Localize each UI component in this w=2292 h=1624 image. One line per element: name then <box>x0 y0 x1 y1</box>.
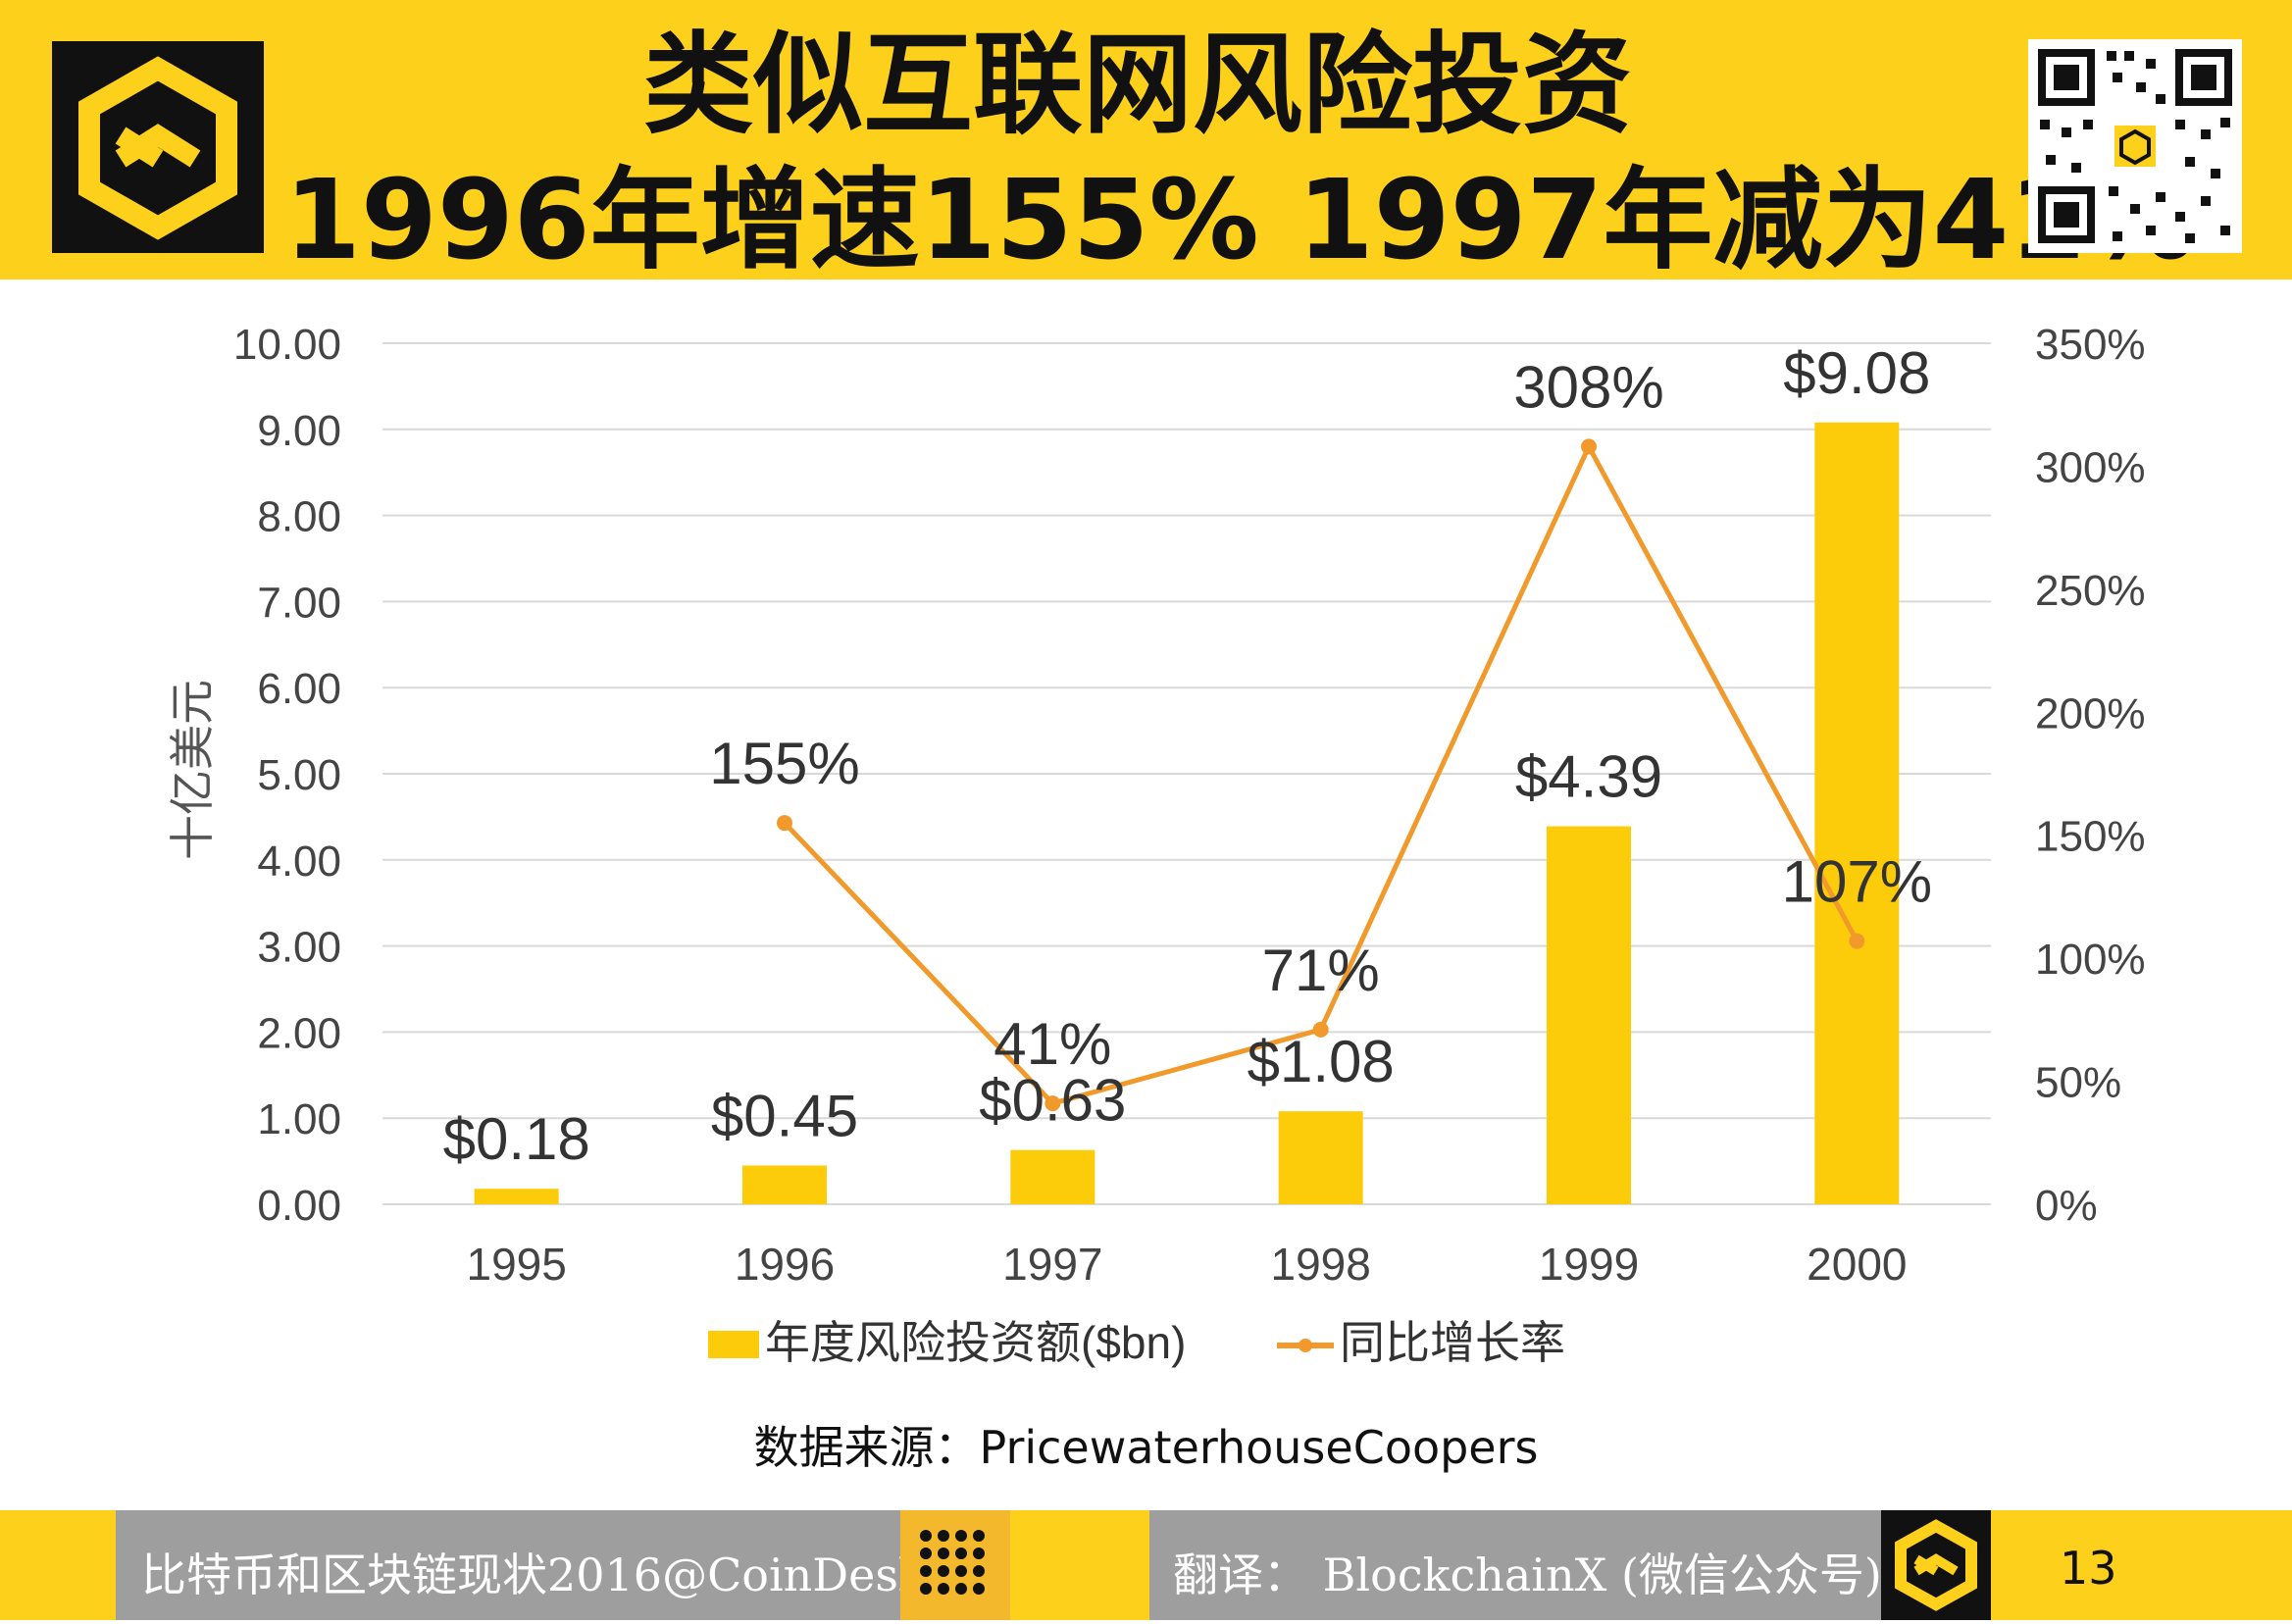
x-tick-label: 1999 <box>1539 1239 1639 1290</box>
y-tick-label: 1.00 <box>257 1095 341 1143</box>
x-tick-label: 1998 <box>1270 1239 1370 1290</box>
x-tick-label: 1995 <box>466 1239 566 1290</box>
legend-bar-swatch <box>708 1331 759 1358</box>
y2-tick-label: 250% <box>2035 567 2146 615</box>
title-line-2: 1996年增速155% 1997年减为41% <box>284 157 2196 284</box>
y-axis-right: 0% 50% 100% 150% 200% 250% 300% 350% <box>2035 321 2146 1230</box>
source-label: 数据来源： <box>753 1421 980 1474</box>
venture-investment-chart: 0.00 1.00 2.00 3.00 4.00 5.00 6.00 7.00 8.00 9.00… <box>167 321 2146 1368</box>
bar <box>474 1189 559 1204</box>
y-tick-label: 0.00 <box>257 1182 341 1230</box>
bar-value-label: $1.08 <box>1248 1029 1395 1094</box>
y2-tick-label: 300% <box>2035 443 2146 491</box>
legend-line-label: 同比增长率 <box>1340 1317 1565 1368</box>
blockchainx-logo-icon <box>1881 1510 1991 1620</box>
footer-mid-panel <box>1149 1510 1881 1620</box>
footer-credit: 比特币和区块链现状2016@CoinDesk <box>141 1548 926 1601</box>
gridlines <box>382 342 1991 1205</box>
line-point <box>1581 438 1597 455</box>
bar-value-label: $0.63 <box>979 1068 1126 1134</box>
y2-tick-label: 350% <box>2035 321 2146 369</box>
header-banner <box>0 0 2292 279</box>
bar-value-label: $0.45 <box>711 1083 858 1148</box>
line-point <box>1849 933 1865 949</box>
dot-grid-icon <box>900 1510 1010 1620</box>
bar-series <box>474 422 1900 1204</box>
y-axis-left: 0.00 1.00 2.00 3.00 4.00 5.00 6.00 7.00 8.00 9.00… <box>233 321 341 1230</box>
y-tick-label: 7.00 <box>257 579 341 627</box>
x-tick-label: 2000 <box>1807 1239 1907 1290</box>
bar-value-label: $0.18 <box>443 1106 590 1172</box>
y-tick-label: 6.00 <box>257 665 341 713</box>
legend-line-marker <box>1299 1339 1312 1352</box>
y2-tick-label: 50% <box>2035 1059 2121 1107</box>
footer-left-panel <box>116 1510 900 1620</box>
line-point <box>1044 1095 1061 1112</box>
footer-translator: 翻译： BlockchainX (微信公众号) <box>1173 1548 1882 1601</box>
data-labels: $0.18 $0.45 $0.63 $1.08 $4.39 $9.08 155% 41% 71%… <box>443 340 1932 1172</box>
bar <box>1814 422 1900 1204</box>
line-point <box>777 815 792 832</box>
legend: 年度风险投资额($bn) 同比增长率 <box>708 1317 1565 1368</box>
growth-value-label: 155% <box>709 731 859 796</box>
bar <box>742 1165 827 1204</box>
y-tick-label: 10.00 <box>233 321 341 369</box>
y2-tick-label: 150% <box>2035 813 2146 861</box>
bar <box>1547 826 1631 1204</box>
growth-value-label: 308% <box>1513 354 1663 420</box>
legend-bar-label: 年度风险投资额($bn) <box>765 1317 1186 1368</box>
growth-value-label: 41% <box>993 1011 1111 1077</box>
qr-code-icon <box>2028 39 2242 253</box>
y-tick-label: 3.00 <box>257 924 341 972</box>
x-tick-label: 1997 <box>1002 1239 1102 1290</box>
y-tick-label: 2.00 <box>257 1009 341 1057</box>
data-source: 数据来源：PricewaterhouseCoopers <box>0 1412 2292 1477</box>
x-axis: 1995 1996 1997 1998 1999 2000 <box>466 1239 1907 1290</box>
y2-tick-label: 200% <box>2035 689 2146 737</box>
page-number: 13 <box>2060 1542 2117 1595</box>
line-series <box>777 438 1865 1112</box>
y-tick-label: 4.00 <box>257 837 341 886</box>
growth-value-label: 107% <box>1782 849 1932 915</box>
blockchainx-logo-icon <box>52 41 264 253</box>
line-point <box>1312 1021 1329 1038</box>
y2-tick-label: 0% <box>2035 1182 2098 1230</box>
source-value: PricewaterhouseCoopers <box>979 1421 1539 1474</box>
x-tick-label: 1996 <box>735 1239 835 1290</box>
bar <box>1278 1111 1363 1204</box>
growth-value-label: 71% <box>1262 938 1380 1003</box>
y-tick-label: 9.00 <box>257 407 341 455</box>
y-tick-label: 8.00 <box>257 493 341 541</box>
y-tick-label: 5.00 <box>257 751 341 799</box>
bar-value-label: $4.39 <box>1515 744 1662 810</box>
bar-value-label: $9.08 <box>1783 340 1930 406</box>
y2-tick-label: 100% <box>2035 936 2146 984</box>
title-line-1: 类似互联网风险投资 <box>643 22 1632 149</box>
growth-line <box>783 440 1859 1106</box>
bar <box>1010 1149 1095 1204</box>
y-axis-label: 十亿美元 <box>167 680 218 860</box>
